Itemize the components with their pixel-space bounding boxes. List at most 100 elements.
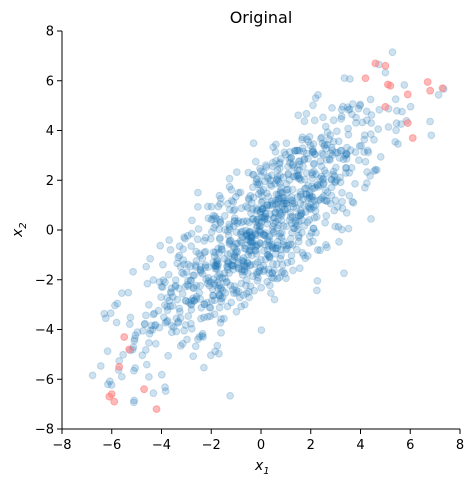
inlier-point <box>303 218 312 227</box>
inlier-point <box>293 172 302 180</box>
inlier-point <box>287 257 296 266</box>
inlier-point <box>237 228 246 237</box>
inlier-point <box>279 267 287 276</box>
inlier-point <box>224 258 233 267</box>
inlier-point <box>104 380 112 389</box>
inlier-point <box>343 150 351 159</box>
inlier-point <box>175 304 184 313</box>
inlier-point <box>263 237 272 246</box>
inlier-point <box>262 203 271 212</box>
y-tick-label: −6 <box>35 373 54 388</box>
inlier-point <box>232 239 241 248</box>
inlier-point <box>247 198 256 207</box>
inlier-point <box>287 153 296 162</box>
inlier-point <box>342 209 351 217</box>
inlier-point <box>175 251 184 260</box>
inlier-point <box>277 251 286 260</box>
inlier-point <box>328 151 337 159</box>
inlier-point <box>227 185 236 194</box>
inlier-point <box>277 245 285 254</box>
inlier-point <box>256 208 265 217</box>
inlier-point <box>236 188 245 197</box>
inlier-point <box>257 207 265 216</box>
inlier-point <box>287 251 296 260</box>
inlier-point <box>361 157 370 166</box>
inlier-point <box>358 118 367 127</box>
inlier-point <box>208 296 216 305</box>
inlier-point <box>331 196 340 205</box>
inlier-point <box>282 241 291 250</box>
inlier-point <box>129 398 138 407</box>
inlier-point <box>182 268 191 276</box>
inlier-point <box>297 176 305 184</box>
inlier-point <box>252 177 261 186</box>
inlier-point <box>264 265 273 274</box>
inlier-point <box>268 269 277 278</box>
inlier-point <box>204 277 213 286</box>
inlier-point <box>192 295 200 304</box>
outlier-point <box>125 345 134 354</box>
inlier-point <box>221 225 229 234</box>
inlier-point <box>326 149 335 158</box>
inlier-point <box>340 74 349 82</box>
inlier-point <box>229 206 238 215</box>
x-axis-label-subscript: 1 <box>263 466 269 477</box>
inlier-point <box>190 296 198 305</box>
inlier-point <box>183 335 191 344</box>
inlier-point <box>333 203 342 211</box>
x-tick-label: −4 <box>152 438 171 453</box>
inlier-point <box>202 275 210 284</box>
inlier-point <box>248 241 257 250</box>
inlier-point <box>130 337 139 345</box>
inlier-point <box>262 161 270 170</box>
inlier-point <box>246 238 255 247</box>
inlier-point <box>216 233 224 242</box>
inlier-point <box>160 301 169 310</box>
inlier-point <box>266 281 274 290</box>
inlier-point <box>310 184 319 192</box>
inlier-point <box>204 273 213 282</box>
inlier-point <box>367 119 376 127</box>
inlier-point <box>302 169 311 177</box>
inlier-point <box>246 246 255 255</box>
inlier-point <box>223 257 232 266</box>
inlier-point <box>151 339 160 348</box>
inlier-point <box>271 218 280 226</box>
inlier-point <box>296 157 304 165</box>
x-tick-label: 8 <box>456 438 464 453</box>
inlier-point <box>329 116 338 125</box>
inlier-point <box>162 317 171 326</box>
inlier-point <box>225 225 234 233</box>
inlier-point <box>332 163 340 172</box>
inlier-point <box>196 251 205 260</box>
inlier-point <box>189 294 198 303</box>
inlier-point <box>284 162 292 171</box>
inlier-point <box>268 171 276 180</box>
inlier-point <box>272 260 281 269</box>
inlier-point <box>151 321 159 330</box>
inlier-point <box>299 147 308 156</box>
inlier-point <box>289 202 298 211</box>
inlier-point <box>239 291 248 299</box>
inlier-point <box>290 199 298 208</box>
inlier-point <box>277 216 286 225</box>
inlier-point <box>167 289 176 297</box>
inlier-point <box>239 258 248 267</box>
inlier-point <box>282 139 291 148</box>
inlier-point <box>277 268 286 277</box>
inlier-point <box>232 168 241 177</box>
inlier-point <box>253 276 262 285</box>
outlier-point <box>386 81 395 90</box>
inlier-point <box>216 194 225 203</box>
inlier-point <box>295 166 304 175</box>
inlier-point <box>317 134 325 143</box>
inlier-point <box>312 228 320 237</box>
inlier-point <box>294 237 303 246</box>
inlier-point <box>322 156 331 164</box>
inlier-point <box>217 297 226 306</box>
inlier-point <box>264 174 272 183</box>
inlier-point <box>287 154 296 163</box>
inlier-point <box>130 366 138 375</box>
inlier-point <box>312 213 321 221</box>
inlier-point <box>206 303 215 312</box>
